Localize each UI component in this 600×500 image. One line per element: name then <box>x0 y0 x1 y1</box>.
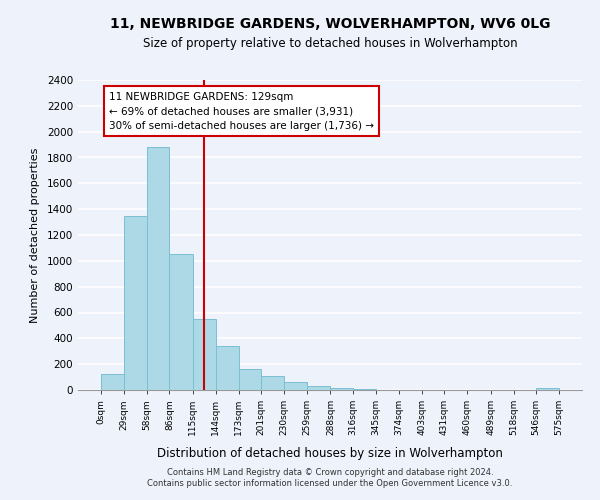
Bar <box>284 382 307 390</box>
Bar <box>331 388 353 390</box>
Bar <box>215 346 239 390</box>
Text: Contains HM Land Registry data © Crown copyright and database right 2024.
Contai: Contains HM Land Registry data © Crown c… <box>148 468 512 487</box>
Bar <box>124 216 147 390</box>
Bar <box>307 386 331 390</box>
Bar <box>101 374 124 390</box>
X-axis label: Distribution of detached houses by size in Wolverhampton: Distribution of detached houses by size … <box>157 446 503 460</box>
Text: Size of property relative to detached houses in Wolverhampton: Size of property relative to detached ho… <box>143 38 517 51</box>
Bar <box>147 147 169 390</box>
Bar <box>261 376 284 390</box>
Bar <box>193 319 215 390</box>
Bar <box>169 254 193 390</box>
Bar <box>239 368 261 390</box>
Text: 11, NEWBRIDGE GARDENS, WOLVERHAMPTON, WV6 0LG: 11, NEWBRIDGE GARDENS, WOLVERHAMPTON, WV… <box>110 18 550 32</box>
Y-axis label: Number of detached properties: Number of detached properties <box>30 148 40 322</box>
Text: 11 NEWBRIDGE GARDENS: 129sqm
← 69% of detached houses are smaller (3,931)
30% of: 11 NEWBRIDGE GARDENS: 129sqm ← 69% of de… <box>109 92 374 131</box>
Bar <box>536 388 559 390</box>
